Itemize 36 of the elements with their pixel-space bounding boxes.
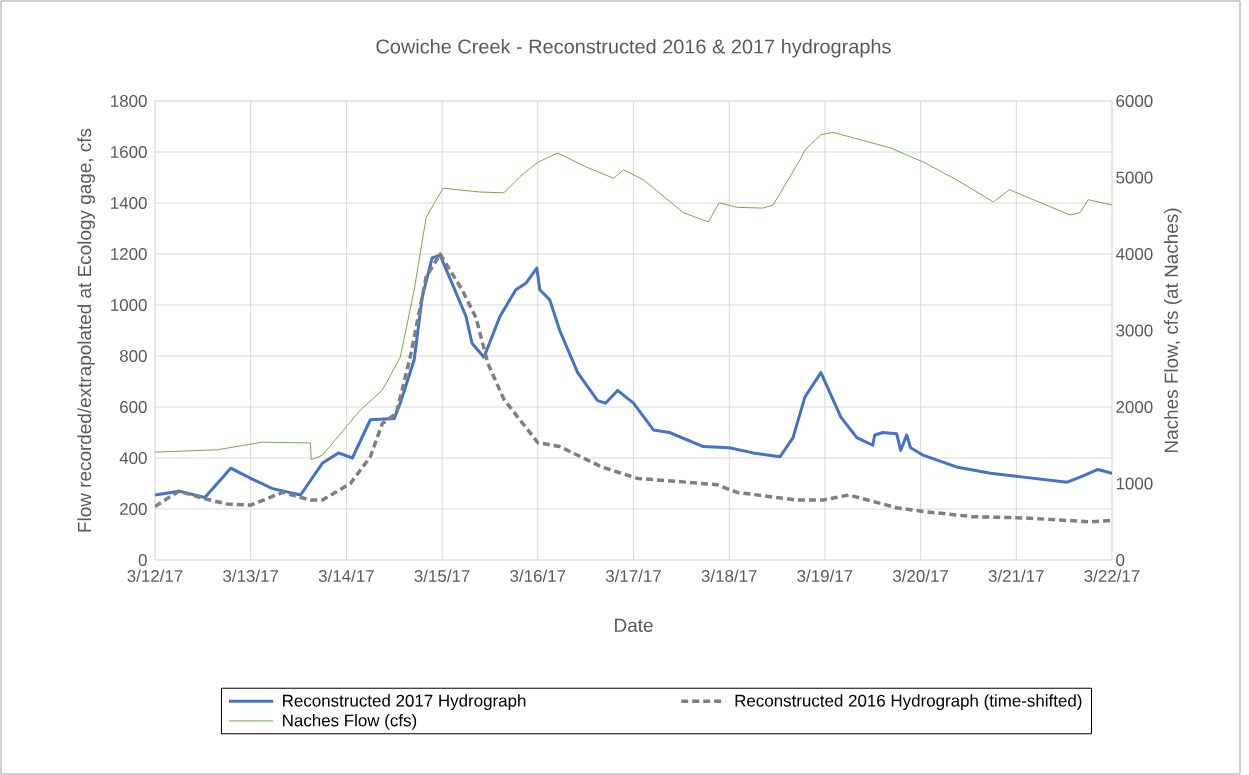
x-tick-label: 3/17/17 — [605, 569, 661, 582]
y-tick-label: 0 — [138, 554, 147, 566]
y2-axis-title: Naches Flow, cfs (at Naches) — [1164, 208, 1182, 453]
y-tick-label: 1000 — [111, 299, 147, 311]
x-tick-label: 3/13/17 — [223, 569, 279, 582]
legend-label: Naches Flow (cfs) — [283, 714, 417, 730]
y-axis-title: Flow recorded/extrapolated at Ecology gage, cfs — [77, 128, 95, 532]
line-series — [155, 131, 1113, 461]
y2-tick-label: 1000 — [1116, 477, 1153, 490]
x-tick-label: 3/15/17 — [414, 569, 470, 582]
y2-tick-label: 2000 — [1116, 401, 1153, 413]
y-tick-label: 1800 — [111, 95, 147, 107]
x-tick-label: 3/14/17 — [318, 569, 374, 582]
x-tick-label: 3/20/17 — [892, 569, 948, 582]
x-tick-label: 3/16/17 — [510, 569, 566, 582]
y-tick-label: 1600 — [111, 146, 147, 158]
legend-label: Reconstructed 2016 Hydrograph (time-shifted) — [735, 694, 1082, 711]
y-tick-label: 800 — [119, 350, 147, 362]
y2-tick-label: 4000 — [1115, 248, 1153, 260]
y2-tick-label: 0 — [1116, 554, 1125, 566]
y2-tick-label: 3000 — [1116, 324, 1153, 337]
x-tick-label: 3/18/17 — [701, 569, 757, 582]
y-tick-label: 400 — [119, 452, 147, 464]
y-tick-label: 1200 — [111, 248, 147, 260]
x-tick-label: 3/21/17 — [988, 569, 1044, 582]
y-tick-label: 200 — [120, 503, 147, 515]
y2-tick-label: 5000 — [1116, 171, 1153, 184]
x-tick-label: 3/12/17 — [127, 569, 183, 582]
legend-label: Reconstructed 2017 Hydrograph — [283, 694, 526, 711]
y-tick-label: 600 — [120, 401, 147, 413]
y2-tick-label: 6000 — [1116, 95, 1153, 107]
x-tick-label: 3/19/17 — [797, 569, 853, 582]
y-tick-label: 1400 — [111, 197, 147, 209]
x-axis-title: Date — [615, 618, 653, 633]
chart-title: Cowiche Creek - Reconstructed 2016 & 2017 hydrographs — [376, 38, 891, 58]
x-tick-label: 3/22/17 — [1084, 569, 1140, 582]
